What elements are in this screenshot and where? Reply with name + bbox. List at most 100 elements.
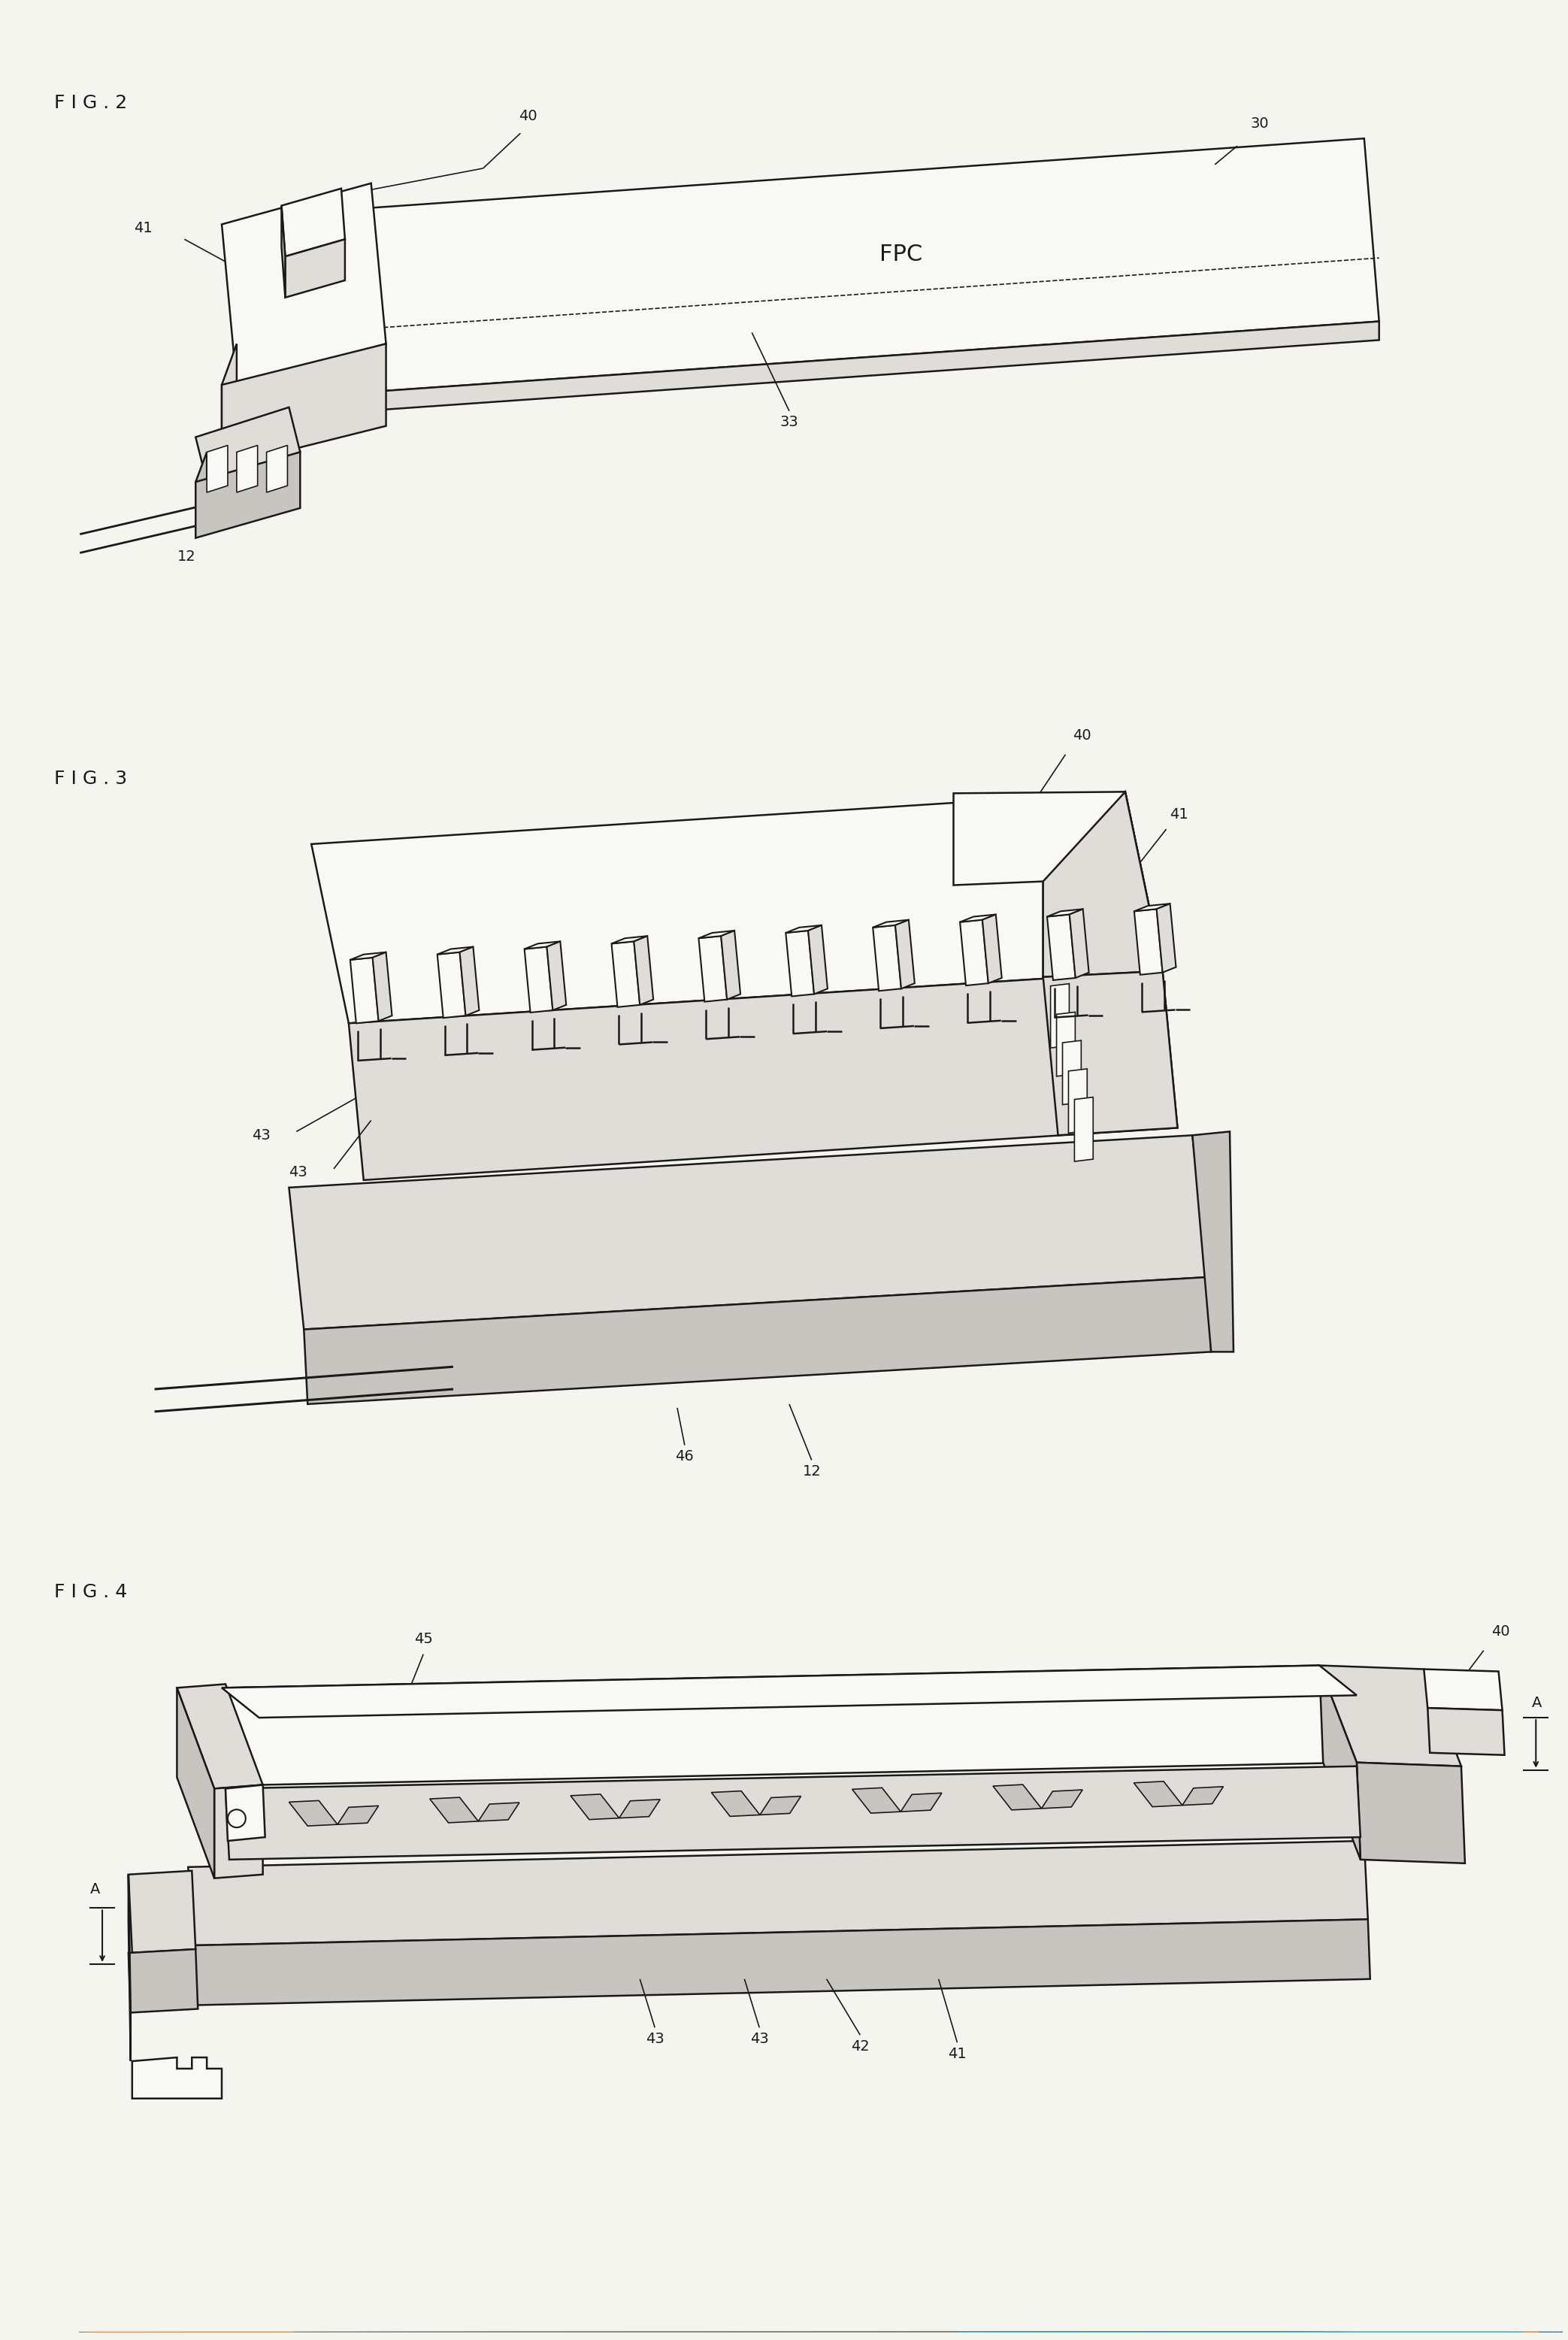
Polygon shape (1157, 903, 1176, 973)
Polygon shape (1182, 1788, 1223, 1804)
Polygon shape (786, 931, 814, 997)
Polygon shape (1356, 1762, 1465, 1863)
Polygon shape (612, 936, 648, 943)
Polygon shape (1069, 908, 1088, 978)
Polygon shape (348, 138, 1380, 393)
Polygon shape (221, 344, 237, 468)
Polygon shape (221, 1666, 1356, 1785)
Polygon shape (1427, 1708, 1505, 1755)
Polygon shape (1047, 915, 1076, 980)
Polygon shape (1043, 971, 1178, 1135)
Text: 33: 33 (779, 414, 798, 428)
Polygon shape (547, 941, 566, 1011)
Polygon shape (1134, 903, 1170, 910)
Polygon shape (1134, 1781, 1182, 1806)
Polygon shape (478, 1802, 519, 1821)
Polygon shape (177, 1687, 215, 1879)
Polygon shape (337, 1806, 378, 1825)
Text: 12: 12 (803, 1465, 822, 1479)
Polygon shape (1043, 791, 1162, 978)
Polygon shape (289, 1135, 1207, 1329)
Polygon shape (282, 206, 285, 297)
Polygon shape (873, 920, 909, 927)
Polygon shape (571, 1795, 619, 1821)
Polygon shape (960, 915, 996, 922)
Polygon shape (1068, 1069, 1087, 1133)
Polygon shape (786, 924, 822, 934)
Polygon shape (188, 1842, 1367, 1945)
Text: A: A (1532, 1696, 1543, 1711)
Polygon shape (900, 1792, 942, 1811)
Polygon shape (953, 791, 1162, 978)
Polygon shape (237, 445, 257, 491)
Text: FPC: FPC (880, 243, 922, 264)
Text: 40: 40 (1073, 728, 1091, 742)
Text: 43: 43 (646, 2031, 665, 2045)
Polygon shape (215, 1785, 263, 1879)
Polygon shape (808, 924, 828, 994)
Polygon shape (993, 1785, 1041, 1809)
Polygon shape (1074, 1097, 1093, 1161)
Polygon shape (437, 948, 474, 955)
Polygon shape (282, 190, 345, 257)
Polygon shape (129, 1870, 196, 1954)
Polygon shape (459, 948, 480, 1016)
Polygon shape (226, 1767, 1361, 1860)
Polygon shape (221, 344, 386, 468)
Polygon shape (633, 936, 654, 1004)
Polygon shape (196, 452, 207, 538)
Polygon shape (304, 1278, 1210, 1404)
Polygon shape (129, 1949, 198, 2012)
Text: 41: 41 (133, 220, 152, 236)
Polygon shape (712, 1790, 760, 1816)
Polygon shape (350, 957, 378, 1023)
Text: F I G . 4: F I G . 4 (53, 1584, 127, 1601)
Polygon shape (196, 452, 299, 538)
Polygon shape (373, 952, 392, 1020)
Polygon shape (1063, 1041, 1082, 1104)
Polygon shape (1041, 1790, 1082, 1809)
Polygon shape (1134, 908, 1162, 976)
Polygon shape (348, 971, 1178, 1179)
Polygon shape (960, 920, 988, 985)
Polygon shape (619, 1799, 660, 1818)
Polygon shape (699, 936, 728, 1002)
Polygon shape (132, 2057, 221, 2099)
Text: 12: 12 (177, 550, 196, 564)
Polygon shape (699, 931, 734, 938)
Polygon shape (1051, 983, 1069, 1048)
Polygon shape (1192, 1133, 1234, 1353)
Polygon shape (1319, 1666, 1361, 1860)
Text: F I G . 2: F I G . 2 (53, 94, 127, 112)
Text: 43: 43 (289, 1165, 307, 1179)
Polygon shape (721, 931, 740, 999)
Text: A: A (89, 1881, 100, 1895)
Text: 42: 42 (851, 2038, 870, 2055)
Polygon shape (430, 1797, 478, 1823)
Polygon shape (1047, 908, 1083, 917)
Text: 46: 46 (676, 1448, 695, 1462)
Text: 43: 43 (750, 2031, 768, 2045)
Text: 41: 41 (949, 2047, 966, 2062)
Polygon shape (221, 1666, 1356, 1718)
Polygon shape (1424, 1668, 1502, 1711)
Polygon shape (612, 941, 640, 1006)
Polygon shape (221, 183, 386, 384)
Text: F I G . 3: F I G . 3 (53, 770, 127, 789)
Polygon shape (1057, 1013, 1076, 1076)
Polygon shape (760, 1797, 801, 1816)
Text: 30: 30 (1250, 117, 1269, 131)
Text: 40: 40 (519, 110, 538, 124)
Polygon shape (177, 1685, 263, 1788)
Polygon shape (983, 915, 1002, 983)
Polygon shape (364, 321, 1380, 412)
Polygon shape (207, 445, 227, 491)
Polygon shape (524, 941, 560, 950)
Polygon shape (524, 948, 554, 1013)
Polygon shape (267, 445, 287, 491)
Polygon shape (191, 1919, 1370, 2005)
Polygon shape (1319, 1666, 1461, 1767)
Polygon shape (873, 924, 902, 990)
Polygon shape (285, 239, 345, 297)
Polygon shape (196, 407, 299, 482)
